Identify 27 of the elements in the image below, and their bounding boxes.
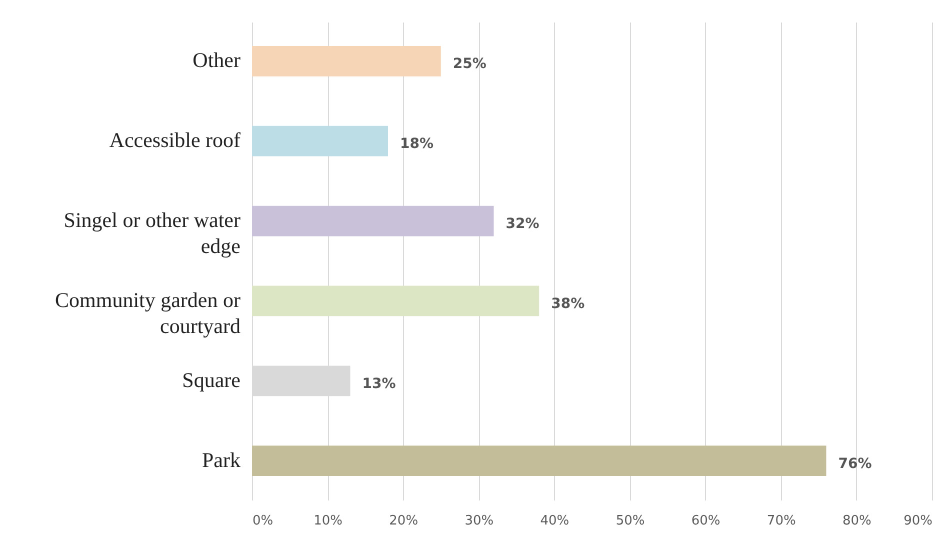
x-tick-label: 40% xyxy=(540,514,570,528)
y-tick-label: Square xyxy=(182,368,240,392)
bar xyxy=(252,206,494,236)
bar xyxy=(252,446,826,476)
x-tick-label: 60% xyxy=(691,514,720,528)
data-label: 38% xyxy=(551,296,585,312)
x-tick-label: 80% xyxy=(842,514,872,528)
bar xyxy=(252,286,540,316)
data-label: 13% xyxy=(362,376,396,392)
y-tick-label: Park xyxy=(202,448,241,472)
x-tick-label: 70% xyxy=(766,514,796,528)
x-tick-label: 20% xyxy=(389,514,418,528)
x-tick-label: 90% xyxy=(904,514,932,528)
data-label: 76% xyxy=(838,456,872,472)
x-tick-label: 50% xyxy=(616,514,645,528)
x-tick-label: 30% xyxy=(464,514,494,528)
x-tick-label: 0% xyxy=(252,514,274,528)
data-label: 32% xyxy=(506,216,540,232)
x-tick-label: 10% xyxy=(314,514,343,528)
bar xyxy=(252,126,388,156)
data-label: 18% xyxy=(400,136,434,152)
y-tick-label: Other xyxy=(192,48,240,72)
y-tick-label: Singel or other water edge xyxy=(64,208,240,258)
data-label: 25% xyxy=(452,56,486,72)
y-tick-label: Accessible roof xyxy=(109,128,240,152)
bar xyxy=(252,46,441,76)
y-tick-label: Community garden or courtyard xyxy=(55,288,241,338)
